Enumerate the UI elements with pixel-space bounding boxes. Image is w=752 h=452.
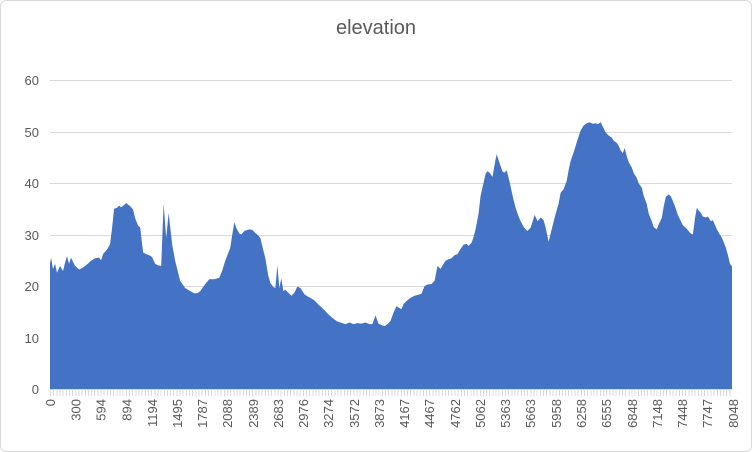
gridline-y-30 bbox=[50, 234, 732, 236]
elevation-area-path bbox=[50, 122, 732, 389]
x-axis-label-2976: 2976 bbox=[296, 399, 312, 428]
gridline-y-50 bbox=[50, 131, 732, 133]
x-axis-label-4467: 4467 bbox=[422, 399, 438, 428]
x-axis-label-2088: 2088 bbox=[220, 399, 236, 428]
x-axis-label-2683: 2683 bbox=[270, 399, 286, 428]
x-axis-label-2389: 2389 bbox=[245, 399, 261, 428]
x-axis-label-1787: 1787 bbox=[195, 399, 211, 428]
y-axis-label-10: 10 bbox=[24, 330, 39, 346]
x-axis-label-7148: 7148 bbox=[649, 399, 665, 428]
x-axis-tick-marks bbox=[50, 390, 732, 396]
x-axis-label-894: 894 bbox=[119, 399, 135, 421]
x-axis-label-3572: 3572 bbox=[346, 399, 362, 428]
x-axis-label-6258: 6258 bbox=[573, 399, 589, 428]
x-axis-label-5363: 5363 bbox=[498, 399, 514, 428]
x-axis-label-4762: 4762 bbox=[447, 399, 463, 428]
x-axis-label-5663: 5663 bbox=[523, 399, 539, 428]
x-axis-label-6848: 6848 bbox=[624, 399, 640, 428]
x-axis-label-6555: 6555 bbox=[599, 399, 615, 428]
gridline-y-20 bbox=[50, 286, 732, 287]
chart-title: elevation bbox=[335, 17, 417, 39]
x-axis-label-5062: 5062 bbox=[472, 399, 488, 428]
x-axis-label-7448: 7448 bbox=[675, 399, 690, 428]
x-axis-label-1495: 1495 bbox=[169, 399, 185, 428]
x-axis-label-0: 0 bbox=[43, 399, 59, 407]
x-axis-label-3274: 3274 bbox=[321, 399, 337, 428]
x-axis-label-594: 594 bbox=[94, 399, 109, 421]
x-axis-label-7747: 7747 bbox=[700, 399, 716, 428]
gridline-y-40 bbox=[50, 183, 732, 184]
x-axis-label-5958: 5958 bbox=[548, 399, 564, 428]
elevation-area-series bbox=[50, 122, 732, 389]
y-axis-label-60: 60 bbox=[24, 73, 39, 88]
gridline-y-60 bbox=[50, 80, 732, 81]
y-axis-label-20: 20 bbox=[24, 279, 39, 294]
gridline-y-0 bbox=[50, 389, 732, 390]
x-axis-label-8048: 8048 bbox=[725, 399, 741, 428]
x-axis-label-300: 300 bbox=[68, 399, 84, 421]
y-axis-label-30: 30 bbox=[24, 227, 39, 243]
y-axis-label-40: 40 bbox=[24, 176, 39, 191]
x-axis-label-1194: 1194 bbox=[144, 399, 160, 427]
y-axis-label-50: 50 bbox=[24, 124, 39, 140]
x-axis-label-4167: 4167 bbox=[397, 399, 413, 428]
x-axis-label-3873: 3873 bbox=[371, 399, 387, 428]
y-axis-label-0: 0 bbox=[31, 382, 39, 397]
